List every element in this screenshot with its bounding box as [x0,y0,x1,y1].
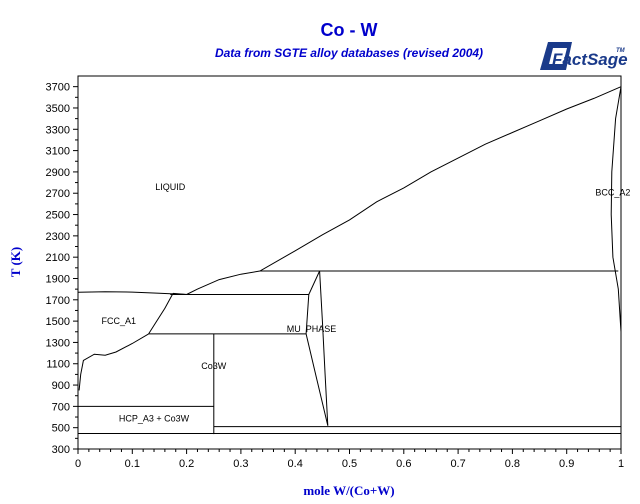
region-label: BCC_A2 [595,187,630,197]
x-tick-label: 0.1 [125,458,140,470]
x-tick-label: 0.3 [233,458,248,470]
region-label: FCC_A1 [101,316,136,326]
region-label: LIQUID [155,182,186,192]
phase-boundary-line [305,270,321,334]
logo-text: FactSage [552,50,628,69]
logo-emblem-inner [549,48,567,64]
y-tick-label: 2500 [46,210,70,222]
phase-boundary-line [305,333,329,426]
y-tick-label: 2700 [46,188,70,200]
logo-trademark: TM [616,48,626,54]
y-axis-label: T (K) [8,247,23,277]
phase-boundary-line [78,333,149,391]
x-tick-label: 0.6 [396,458,411,470]
phase-boundaries [77,86,622,435]
chart-title: Co - W [321,20,378,40]
region-labels: LIQUID BCC_A2 FCC_A1 MU_PHASE Co3W HCP_A3 + C… [101,182,630,423]
y-tick-label: 3100 [46,146,70,158]
y-tick-label: 1300 [46,337,70,349]
x-tick-label: 0.9 [559,458,574,470]
plot-area: LIQUID BCC_A2 FCC_A1 MU_PHASE Co3W HCP_A3 + C… [77,75,630,450]
y-tick-label: 2900 [46,167,70,179]
y-tick-label: 1500 [46,316,70,328]
region-label: Co3W [201,361,227,371]
x-axis-label: mole W/(Co+W) [303,483,394,498]
x-tick-label: 0 [75,458,81,470]
y-axis: 300 500 700 900 1100 1300 1500 1700 1900 2100 2300… [46,82,78,456]
y-tick-label: 3500 [46,103,70,115]
y-tick-label: 1900 [46,273,70,285]
x-tick-label: 0.5 [342,458,357,470]
x-axis: 0 0.1 0.2 0.3 0.4 0.5 0.6 0.7 0.8 0.9 1 [75,449,624,470]
x-tick-label: 0.4 [288,458,303,470]
y-tick-label: 2100 [46,252,70,264]
phase-boundary-line [186,86,622,295]
y-tick-label: 300 [52,444,70,456]
plot-frame [77,75,622,450]
y-tick-label: 1700 [46,295,70,307]
phase-boundary-line [148,293,174,335]
factsage-logo: FactSage TM [540,42,628,70]
y-tick-label: 500 [52,423,70,435]
phase-boundary-line [77,291,187,295]
region-label: HCP_A3 + Co3W [119,413,190,423]
x-tick-label: 1 [618,458,624,470]
x-tick-label: 0.7 [450,458,465,470]
y-tick-label: 3700 [46,82,70,94]
y-tick-label: 2300 [46,231,70,243]
x-tick-label: 0.2 [179,458,194,470]
y-tick-label: 1100 [46,359,70,371]
y-tick-label: 700 [52,401,70,413]
region-label: MU_PHASE [287,324,337,334]
y-tick-label: 3300 [46,124,70,136]
phase-boundary-line [319,270,329,426]
y-tick-label: 900 [52,380,70,392]
x-tick-label: 0.8 [505,458,520,470]
chart-subtitle: Data from SGTE alloy databases (revised … [215,46,483,60]
phase-boundary-line [610,86,622,332]
